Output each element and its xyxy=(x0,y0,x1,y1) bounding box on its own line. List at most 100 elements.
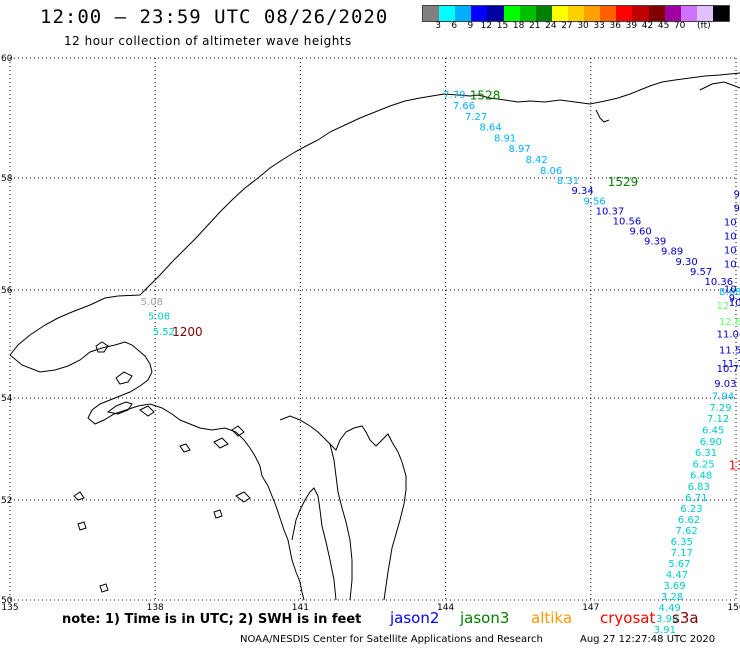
wave-height-value: 4.49 xyxy=(659,603,681,614)
small-islands-3 xyxy=(235,491,251,503)
wave-height-value: 3.91 xyxy=(654,625,676,636)
pass-time-label: 1528 xyxy=(470,88,501,102)
legend-swatch xyxy=(503,6,520,21)
wave-height-value: 10 xyxy=(724,232,737,243)
shantar-island-1 xyxy=(106,401,133,415)
latitude-tick-label: 56 xyxy=(1,286,13,296)
latitude-tick-label: 58 xyxy=(1,174,13,184)
latitude-tick-label: 52 xyxy=(1,496,12,506)
longitude-tick-label: 144 xyxy=(437,603,454,613)
wave-height-value: 9.60 xyxy=(630,227,652,238)
satellite-legend-s3a: s3a xyxy=(672,609,699,627)
wave-height-value: 9.45 xyxy=(729,293,740,304)
satellite-legend-jason3: jason3 xyxy=(460,609,510,627)
pass-time-label: 1529 xyxy=(608,175,639,189)
wave-height-value: 12.6 xyxy=(719,317,740,328)
legend-label: 27 xyxy=(561,21,573,31)
wave-height-value: 9.30 xyxy=(676,257,698,268)
latitude-tick-label: 50 xyxy=(1,596,13,606)
wave-height-value: 5.52 xyxy=(153,327,175,338)
lat-lon-grid xyxy=(9,57,737,601)
wave-height-value: 9.03 xyxy=(714,379,736,390)
wave-height-value: 10.37 xyxy=(596,206,625,217)
legend-swatch xyxy=(471,6,488,21)
wave-height-value: 7.17 xyxy=(671,548,693,559)
color-scale-legend xyxy=(422,5,730,22)
legend-label: 12 xyxy=(480,21,493,31)
legend-swatch xyxy=(696,6,713,21)
small-islands-7 xyxy=(77,521,87,531)
wave-height-value: 7.94 xyxy=(712,392,734,403)
wave-height-value: 12 xyxy=(717,301,730,312)
wave-height-value: 5.08 xyxy=(141,297,163,308)
wave-height-value: 5.08 xyxy=(148,312,170,323)
wave-height-value: 9 xyxy=(734,190,740,201)
small-islands-6 xyxy=(213,509,223,519)
legend-swatch xyxy=(455,6,472,21)
wave-height-value: 9.57 xyxy=(690,267,712,278)
legend-label: 45 xyxy=(657,21,670,31)
legend-swatch xyxy=(439,6,456,21)
wave-height-value: 10 xyxy=(724,246,737,257)
longitude-tick-label: 150 xyxy=(727,603,740,613)
legend-swatch xyxy=(600,6,617,21)
small-islands-1 xyxy=(231,425,245,437)
pass-time-label: 1200 xyxy=(172,325,203,339)
legend-swatch xyxy=(584,6,601,21)
longitude-tick-label: 135 xyxy=(1,603,18,613)
legend-label: 18 xyxy=(512,21,525,31)
wave-height-value: 3.98 xyxy=(656,614,678,625)
wave-height-value: 10 xyxy=(724,218,737,229)
footer-note: note: 1) Time is in UTC; 2) SWH is in fe… xyxy=(62,612,362,627)
shantar-island-3 xyxy=(95,341,109,353)
wave-height-value: 3.69 xyxy=(663,581,685,592)
legend-swatch xyxy=(423,6,440,21)
wave-height-value: 9.89 xyxy=(661,247,683,258)
wave-height-value: 8.68 xyxy=(719,287,740,298)
wave-height-value: 7.66 xyxy=(453,101,475,112)
generated-timestamp: Aug 27 12:27:48 UTC 2020 xyxy=(580,634,716,645)
legend-label: 6 xyxy=(451,21,458,31)
legend-swatch xyxy=(535,6,552,21)
wave-height-value: 6.25 xyxy=(692,459,714,470)
legend-swatch xyxy=(551,6,568,21)
small-islands-8 xyxy=(99,583,109,593)
wave-height-value: 5.67 xyxy=(668,559,690,570)
legend-label: 3 xyxy=(435,21,441,31)
legend-swatch xyxy=(648,6,665,21)
wave-height-value: 8.97 xyxy=(509,144,531,155)
legend-swatch xyxy=(519,6,536,21)
wave-height-value: 6.83 xyxy=(688,482,710,493)
wave-height-value: 6.35 xyxy=(671,537,693,548)
legend-swatch xyxy=(487,6,504,21)
wave-height-value: 8.91 xyxy=(494,133,516,144)
wave-height-value: 9.34 xyxy=(571,186,593,197)
wave-height-value: 3.28 xyxy=(661,592,683,603)
sakhalin-coastline xyxy=(279,415,407,601)
wave-height-value: 6.31 xyxy=(695,448,717,459)
satellite-legend-jason2: jason2 xyxy=(390,609,440,627)
latitude-tick-label: 60 xyxy=(1,54,13,64)
page-title: 12:00 – 23:59 UTC 08/26/2020 xyxy=(40,6,389,28)
legend-label: 9 xyxy=(467,21,474,31)
wave-height-value: 11.06 xyxy=(717,330,740,341)
longitude-tick-label: 147 xyxy=(582,603,599,613)
wave-height-value: 8.42 xyxy=(525,155,547,166)
sakhalin-west xyxy=(329,443,353,601)
wave-height-value: 10.56 xyxy=(613,216,642,227)
tatar-strait xyxy=(291,487,337,601)
wave-height-value: 9.56 xyxy=(584,196,606,207)
credit-text: NOAA/NESDIS Center for Satellite Applica… xyxy=(240,634,543,645)
wave-height-value: 7.29 xyxy=(709,403,731,414)
legend-swatch xyxy=(664,6,681,21)
satellite-legend-cryosat: cryosat xyxy=(600,609,656,627)
wave-height-value: 7.27 xyxy=(465,112,487,123)
wave-height-value: 9 xyxy=(734,204,740,215)
legend-label: 24 xyxy=(545,21,557,31)
legend-label: (ft) xyxy=(697,21,711,31)
wave-height-value: 10.77 xyxy=(717,364,740,375)
latitude-tick-label: 54 xyxy=(1,394,13,404)
wave-height-value: 9.39 xyxy=(644,237,666,248)
page-subtitle: 12 hour collection of altimeter wave hei… xyxy=(64,34,352,48)
